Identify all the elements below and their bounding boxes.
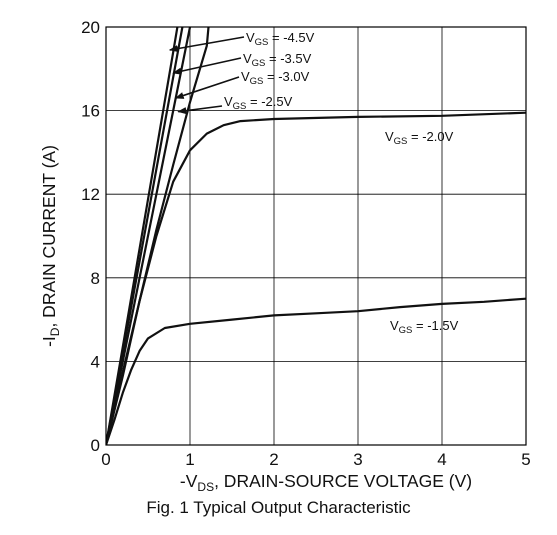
- annotation-arrow-2: [172, 57, 242, 75]
- series-line-3: [106, 27, 192, 445]
- x-tick-label: 0: [101, 450, 110, 469]
- series-label-1: VGS = -4.5V: [246, 30, 315, 48]
- x-tick-label: 2: [269, 450, 278, 469]
- series-label-6: VGS = -1.5V: [390, 318, 459, 336]
- x-tick-label: 3: [353, 450, 362, 469]
- series-line-2: [106, 27, 184, 445]
- y-tick-label: 4: [91, 352, 100, 371]
- plot-frame: [105, 26, 527, 446]
- x-tick-label: 4: [437, 450, 446, 469]
- series-line-5: [106, 111, 526, 445]
- series-lines: [106, 27, 526, 445]
- series-label-2: VGS = -3.5V: [243, 51, 312, 69]
- y-tick-label: 12: [81, 185, 100, 204]
- series-label-4: VGS = -2.5V: [224, 94, 293, 112]
- annotation-arrow-3: [174, 76, 240, 99]
- grid: [105, 26, 527, 446]
- series-label-3: VGS = -3.0V: [241, 69, 310, 87]
- annotation-arrow-4: [177, 105, 223, 115]
- y-tick-label: 8: [91, 269, 100, 288]
- y-axis-label: -ID, DRAIN CURRENT (A): [39, 145, 62, 347]
- series-line-6: [106, 297, 526, 445]
- y-tick-label: 0: [91, 436, 100, 455]
- y-tick-label: 20: [81, 18, 100, 37]
- x-tick-label: 1: [185, 450, 194, 469]
- y-tick-label: 16: [81, 102, 100, 121]
- annotation-arrow-1: [168, 36, 245, 53]
- series-label-5: VGS = -2.0V: [385, 129, 454, 147]
- x-axis-label: -VDS, DRAIN-SOURCE VOLTAGE (V): [180, 471, 472, 494]
- figure-caption: Fig. 1 Typical Output Characteristic: [146, 498, 411, 517]
- x-tick-label: 5: [521, 450, 530, 469]
